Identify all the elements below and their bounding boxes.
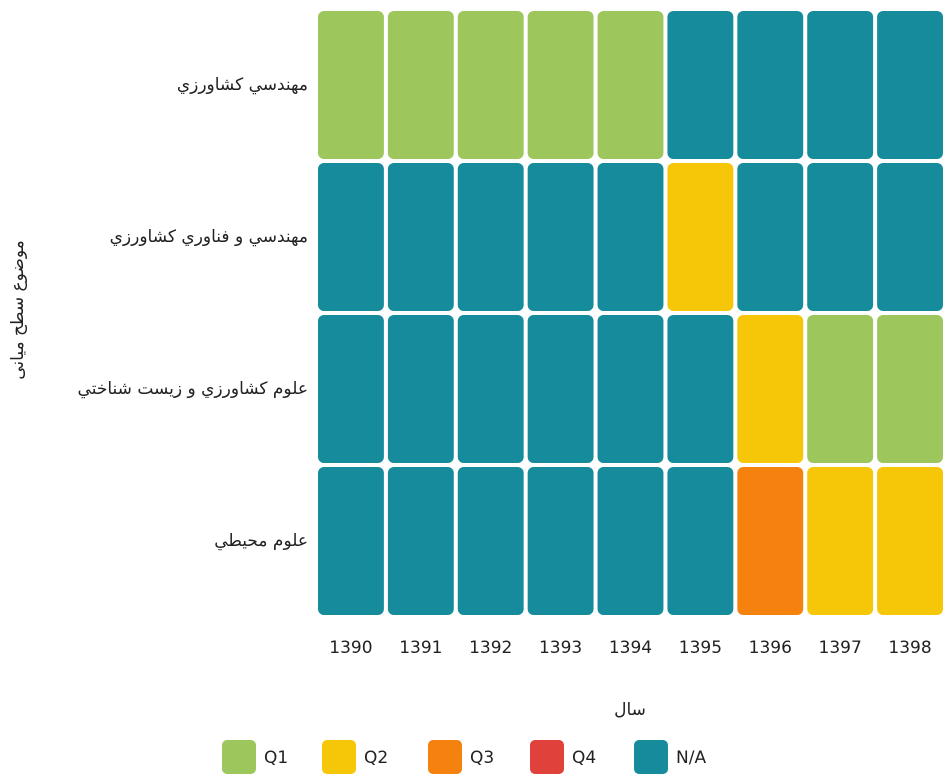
x-tick-label: 1395 [679, 638, 722, 658]
cell [877, 163, 943, 311]
legend-label: N/A [676, 748, 706, 768]
cell [387, 11, 454, 159]
x-tick-label: 1391 [399, 638, 442, 658]
cell [597, 163, 664, 311]
x-tick-label: 1390 [329, 638, 372, 658]
cell [527, 163, 594, 311]
cell [457, 315, 524, 463]
cell [737, 163, 804, 311]
legend-swatch [222, 740, 256, 774]
cell [737, 11, 804, 159]
cell [387, 467, 454, 615]
cell [318, 163, 384, 311]
cell [318, 315, 384, 463]
cell [457, 163, 524, 311]
cell [667, 11, 734, 159]
x-tick-label: 1397 [819, 638, 862, 658]
x-tick-label: 1392 [469, 638, 512, 658]
cell [667, 163, 734, 311]
cell [597, 11, 664, 159]
cell [807, 467, 874, 615]
cell [318, 11, 384, 159]
legend-label: Q2 [364, 748, 388, 768]
cell [807, 11, 874, 159]
cell [807, 315, 874, 463]
cell [737, 315, 804, 463]
legend-label: Q1 [264, 748, 288, 768]
cell [527, 467, 594, 615]
x-tick-label: 1393 [539, 638, 582, 658]
legend-swatch [428, 740, 462, 774]
y-tick-label: مهندسي كشاورزي [177, 75, 308, 95]
cell [318, 467, 384, 615]
legend-swatch [322, 740, 356, 774]
cell [877, 467, 943, 615]
cell [737, 467, 804, 615]
legend-label: Q4 [572, 748, 596, 768]
cell [597, 467, 664, 615]
x-axis-label: سال [614, 700, 646, 720]
y-tick-label: علوم محيطي [214, 531, 308, 551]
cell [877, 11, 943, 159]
cell [667, 315, 734, 463]
legend-swatch [530, 740, 564, 774]
cell [527, 11, 594, 159]
cell [807, 163, 874, 311]
y-axis-label: موضوع سطح میانی [8, 240, 28, 380]
y-tick-label: مهندسي و فناوري كشاورزي [110, 227, 308, 247]
cell [667, 467, 734, 615]
x-tick-label: 1394 [609, 638, 652, 658]
cell [387, 163, 454, 311]
cell [527, 315, 594, 463]
legend-swatch [634, 740, 668, 774]
y-tick-label: علوم كشاورزي و زيست شناختي [78, 379, 308, 399]
legend-label: Q3 [470, 748, 494, 768]
x-tick-label: 1396 [749, 638, 792, 658]
cell [597, 315, 664, 463]
cell [457, 467, 524, 615]
cell [877, 315, 943, 463]
cell [387, 315, 454, 463]
x-tick-label: 1398 [888, 638, 931, 658]
cell [457, 11, 524, 159]
